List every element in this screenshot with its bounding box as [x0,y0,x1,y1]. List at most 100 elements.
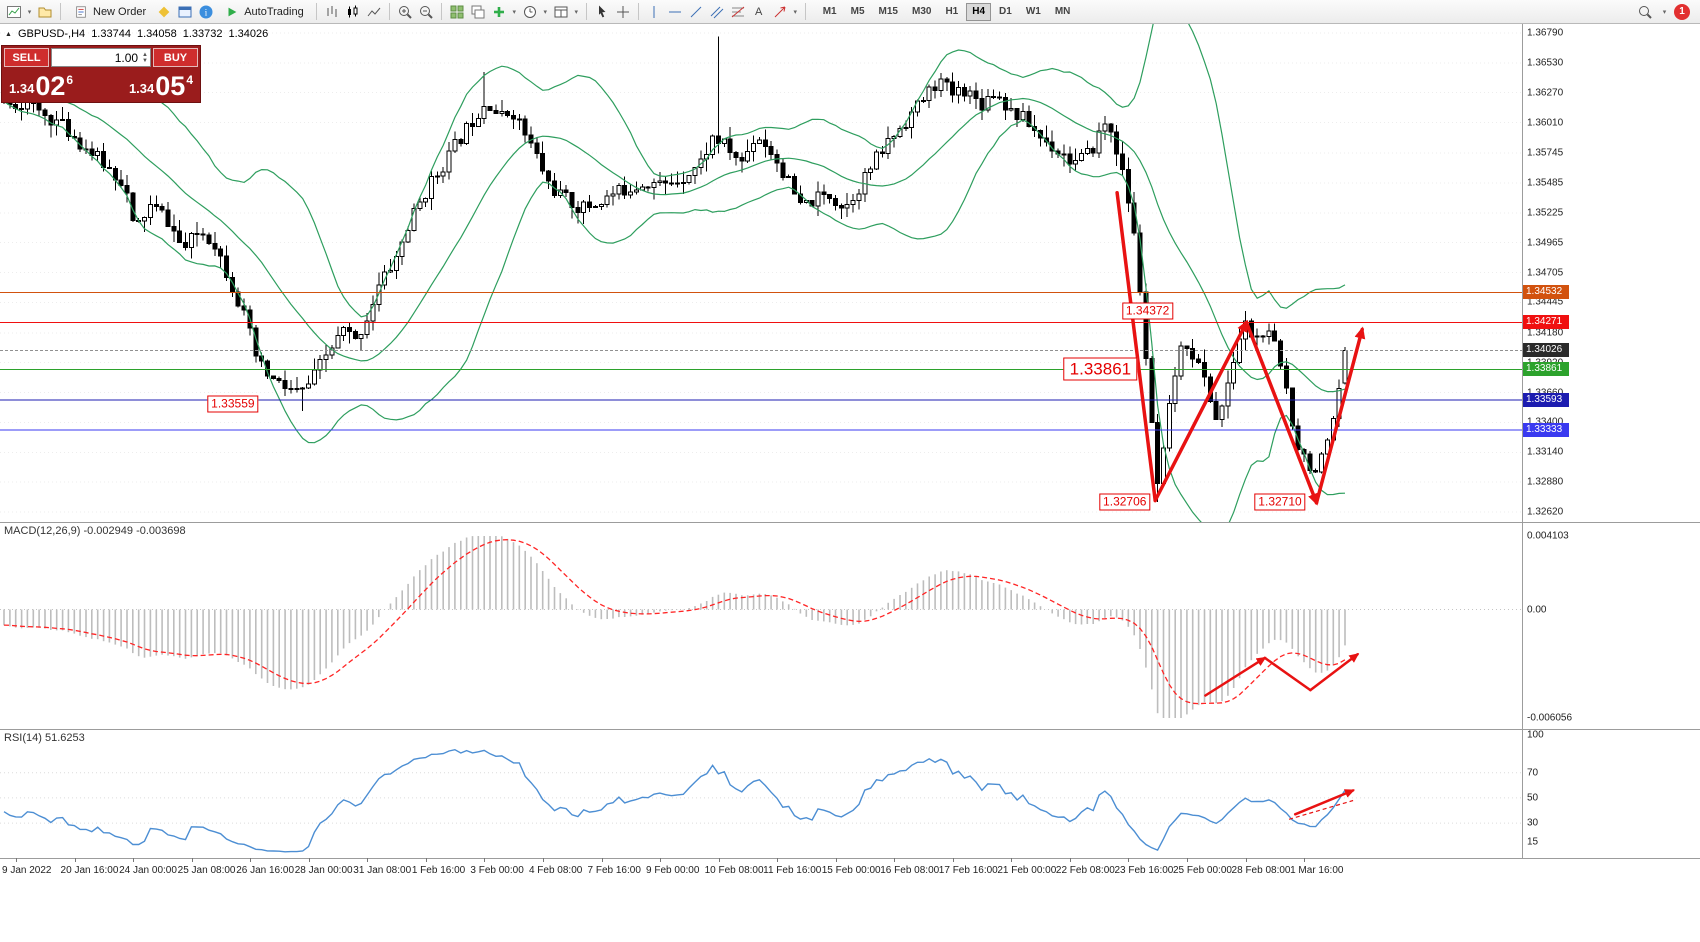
macd-signal-line [3,539,1346,705]
price-annotation[interactable]: 1.32710 [1254,493,1306,511]
market-watch-icon[interactable] [175,2,195,22]
indicators-dropdown-icon[interactable]: ▾ [512,8,516,16]
autotrading-button[interactable]: AutoTrading [217,2,311,22]
time-axis-tick [425,858,427,862]
time-axis-tick [1069,858,1071,862]
bollinger-bands [3,24,1346,522]
bar-chart-mode-icon[interactable] [322,2,342,22]
period-dropdown-icon[interactable]: ▾ [543,8,547,16]
timeframe-MN[interactable]: MN [1049,3,1077,21]
community-icon[interactable]: i [196,2,216,22]
metaquotes-icon[interactable] [154,2,174,22]
volume-field[interactable]: 1.00 ▲ ▼ [51,48,151,68]
buy-price-main: 1.34 [128,81,155,96]
timeframe-D1[interactable]: D1 [993,3,1018,21]
time-axis-label: 4 Feb 08:00 [528,865,583,876]
search-icon[interactable] [1635,2,1655,22]
candlestick-mode-icon[interactable] [343,2,363,22]
buy-button[interactable]: BUY [153,48,198,68]
arrows-tool-icon[interactable] [770,2,790,22]
time-axis-label: 9 Feb 00:00 [646,865,700,876]
time-axis-label: 10 Feb 08:00 [704,865,764,876]
rsi-panel[interactable] [0,729,1700,858]
sell-price-display[interactable]: 1.34 02 6 [9,72,73,100]
price-annotation[interactable]: 1.33559 [207,395,259,413]
crosshair-icon[interactable] [613,2,633,22]
profiles-icon[interactable] [35,2,55,22]
open-value: 1.33744 [91,28,131,40]
price-annotation[interactable]: 1.34372 [1121,302,1174,320]
panel-separator[interactable] [0,522,1700,523]
toolbar-separator [315,3,317,20]
macd-arrows[interactable] [1204,653,1360,697]
macd-panel[interactable] [0,522,1700,729]
timeframe-M15[interactable]: M15 [873,3,904,21]
vertical-line-tool-icon[interactable] [644,2,664,22]
time-axis-label: 1 Feb 16:00 [411,865,466,876]
new-chart-dropdown-icon[interactable]: ▾ [27,8,32,16]
rsi-arrow[interactable] [1293,789,1355,816]
buy-price-point: 4 [186,73,193,87]
new-order-button[interactable]: New Order [66,2,153,22]
text-tool-icon[interactable]: A [755,5,763,18]
horizontal-line-tool-icon[interactable] [665,2,685,22]
time-axis-label: 3 Feb 00:00 [470,865,524,876]
time-axis-label: 22 Feb 08:00 [1055,865,1115,876]
channel-tool-icon[interactable] [707,2,727,22]
time-axis-label: 26 Jan 16:00 [236,865,295,876]
buy-price-display[interactable]: 1.34 05 4 [129,72,193,100]
indicators-icon[interactable] [489,2,509,22]
main-chart[interactable] [0,24,1700,522]
cursor-icon[interactable] [592,2,612,22]
time-axis-tick [308,858,310,862]
macd-histogram [3,536,1346,718]
toolbar-separator [804,3,806,20]
time-axis-tick [367,858,369,862]
volume-increase-icon[interactable]: ▲ [142,51,148,58]
time-axis[interactable]: 9 Jan 2022 20 Jan 16:00 24 Jan 00:00 25 Jan… [0,858,1700,882]
timeframe-H1[interactable]: H1 [939,3,964,21]
line-chart-mode-icon[interactable] [364,2,384,22]
time-axis-tick [133,858,135,862]
templates-dropdown-icon[interactable]: ▾ [574,8,578,16]
timeframe-M30[interactable]: M30 [906,3,937,21]
time-axis-tick [1245,858,1247,862]
symbol-period-label: GBPUSD-,H4 [17,28,86,40]
tile-windows-icon[interactable] [447,2,467,22]
zoom-in-icon[interactable] [395,2,415,22]
zoom-out-icon[interactable] [416,2,436,22]
cascade-windows-icon[interactable] [468,2,488,22]
rsi-label: RSI(14) 51.6253 [4,732,85,744]
close-value: 1.34026 [228,28,269,40]
trend-arrows[interactable] [1115,190,1366,506]
time-axis-label: 15 Feb 00:00 [821,865,881,876]
time-axis-tick [16,858,17,862]
search-dropdown-icon[interactable]: ▾ [1662,8,1667,16]
autotrading-label: AutoTrading [244,5,304,18]
buy-price-pips: 05 [155,71,186,101]
new-order-label: New Order [93,5,147,18]
collapse-marker-icon[interactable]: ▲ [5,30,12,38]
price-annotation[interactable]: 1.32706 [1099,493,1151,511]
fibonacci-tool-icon[interactable] [728,2,748,22]
timeframe-H4[interactable]: H4 [966,2,992,21]
templates-icon[interactable] [551,2,571,22]
price-annotation[interactable]: 1.33861 [1063,357,1138,381]
timeframe-W1[interactable]: W1 [1020,3,1047,21]
trendline-tool-icon[interactable] [686,2,706,22]
notification-badge[interactable]: 1 [1674,3,1690,20]
sell-button[interactable]: SELL [4,48,49,68]
panel-separator[interactable] [0,729,1700,730]
timeframe-M1[interactable]: M1 [817,3,843,21]
autotrading-play-icon [224,4,240,20]
time-axis-tick [484,858,486,862]
time-axis-label: 11 Feb 16:00 [763,865,822,876]
volume-decrease-icon[interactable]: ▼ [142,57,148,64]
time-axis-label: 28 Jan 00:00 [294,865,353,876]
period-clock-icon[interactable] [520,2,540,22]
new-chart-icon[interactable] [4,2,24,22]
low-value: 1.33732 [182,28,223,40]
shapes-dropdown-icon[interactable]: ▾ [793,8,797,16]
time-axis-label: 17 Feb 16:00 [938,865,998,876]
timeframe-M5[interactable]: M5 [845,3,871,21]
